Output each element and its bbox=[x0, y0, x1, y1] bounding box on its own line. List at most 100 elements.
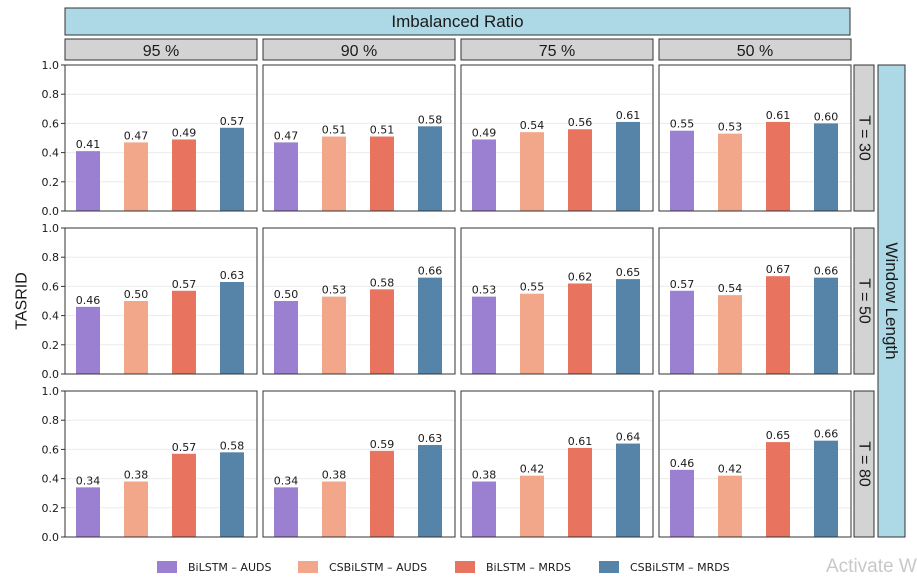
bar bbox=[766, 276, 790, 374]
y-tick-label: 0.2 bbox=[42, 339, 60, 352]
data-label: 0.64 bbox=[616, 431, 641, 444]
row-strip-title: Window Length bbox=[882, 242, 901, 359]
chart-title: Imbalanced Ratio bbox=[391, 12, 523, 31]
column-label: 90 % bbox=[341, 43, 377, 60]
y-tick-label: 0.2 bbox=[42, 502, 60, 515]
bar bbox=[274, 487, 298, 537]
y-tick-label: 0.0 bbox=[42, 368, 60, 381]
bar bbox=[718, 475, 742, 537]
data-label: 0.61 bbox=[766, 109, 791, 122]
y-tick-label: 0.6 bbox=[42, 443, 60, 456]
data-label: 0.49 bbox=[472, 126, 497, 139]
bar bbox=[322, 296, 346, 374]
bar bbox=[568, 283, 592, 374]
bar bbox=[172, 290, 196, 374]
bar bbox=[172, 453, 196, 537]
bar bbox=[766, 121, 790, 211]
bar bbox=[418, 277, 442, 374]
y-tick-label: 0.8 bbox=[42, 414, 60, 427]
bar bbox=[616, 121, 640, 211]
column-label: 75 % bbox=[539, 43, 575, 60]
bar bbox=[670, 469, 694, 537]
panel-border bbox=[460, 64, 654, 212]
row-strip bbox=[853, 390, 875, 538]
bar bbox=[370, 136, 394, 211]
bar bbox=[322, 481, 346, 537]
data-label: 0.63 bbox=[220, 269, 245, 282]
column-label: 95 % bbox=[143, 43, 179, 60]
legend-label: BiLSTM – MRDS bbox=[486, 561, 571, 574]
bar bbox=[766, 442, 790, 537]
bar bbox=[472, 296, 496, 374]
panel-border bbox=[262, 227, 456, 375]
bar bbox=[124, 142, 148, 211]
bar bbox=[520, 132, 544, 211]
data-label: 0.50 bbox=[124, 288, 149, 301]
row-strip bbox=[853, 227, 875, 375]
data-label: 0.55 bbox=[670, 118, 695, 131]
bar bbox=[718, 133, 742, 211]
panel-border bbox=[64, 227, 258, 375]
bar bbox=[172, 139, 196, 211]
data-label: 0.58 bbox=[370, 276, 395, 289]
bar bbox=[520, 475, 544, 537]
data-label: 0.62 bbox=[568, 270, 593, 283]
panel-border bbox=[64, 390, 258, 538]
legend-label: BiLSTM – AUDS bbox=[188, 561, 271, 574]
data-label: 0.47 bbox=[274, 129, 299, 142]
row-strip bbox=[853, 64, 875, 212]
y-tick-label: 0.4 bbox=[42, 473, 60, 486]
data-label: 0.57 bbox=[670, 278, 695, 291]
y-tick-label: 0.6 bbox=[42, 117, 60, 130]
data-label: 0.34 bbox=[76, 474, 101, 487]
bar bbox=[718, 295, 742, 374]
bar bbox=[76, 306, 100, 374]
bar bbox=[418, 126, 442, 211]
data-label: 0.47 bbox=[124, 129, 149, 142]
bar bbox=[370, 450, 394, 537]
data-label: 0.50 bbox=[274, 288, 299, 301]
data-label: 0.41 bbox=[76, 138, 101, 151]
bar bbox=[472, 139, 496, 211]
data-label: 0.57 bbox=[172, 278, 197, 291]
bar bbox=[274, 142, 298, 211]
bar bbox=[814, 440, 838, 537]
data-label: 0.42 bbox=[520, 463, 545, 476]
bar bbox=[220, 452, 244, 537]
panel-border bbox=[262, 64, 456, 212]
data-label: 0.66 bbox=[418, 265, 443, 278]
bar bbox=[814, 123, 838, 211]
y-tick-label: 0.4 bbox=[42, 147, 60, 160]
data-label: 0.59 bbox=[370, 438, 395, 451]
panel-border bbox=[262, 390, 456, 538]
data-label: 0.38 bbox=[124, 469, 149, 482]
data-label: 0.42 bbox=[718, 463, 743, 476]
y-axis-title: TASRID bbox=[14, 272, 31, 329]
column-strip bbox=[64, 38, 258, 61]
panel-border bbox=[658, 64, 852, 212]
data-label: 0.54 bbox=[718, 282, 743, 295]
y-tick-label: 0.4 bbox=[42, 310, 60, 323]
data-label: 0.58 bbox=[418, 113, 443, 126]
y-tick-label: 0.0 bbox=[42, 205, 60, 218]
panel-border bbox=[460, 227, 654, 375]
y-tick-label: 1.0 bbox=[42, 222, 60, 235]
legend-swatch bbox=[298, 561, 318, 573]
bar bbox=[568, 447, 592, 537]
data-label: 0.34 bbox=[274, 474, 299, 487]
data-label: 0.66 bbox=[814, 265, 839, 278]
data-label: 0.54 bbox=[520, 119, 545, 132]
legend-label: CSBiLSTM – AUDS bbox=[329, 561, 427, 574]
activate-watermark: Activate W bbox=[826, 556, 917, 577]
y-tick-label: 0.0 bbox=[42, 531, 60, 544]
bar bbox=[616, 443, 640, 537]
y-tick-label: 0.2 bbox=[42, 176, 60, 189]
data-label: 0.46 bbox=[76, 294, 101, 307]
bar bbox=[220, 127, 244, 211]
data-label: 0.53 bbox=[322, 284, 347, 297]
y-tick-label: 1.0 bbox=[42, 385, 60, 398]
top-strip bbox=[64, 7, 851, 36]
column-strip bbox=[460, 38, 654, 61]
bar bbox=[520, 293, 544, 374]
panel-border bbox=[460, 390, 654, 538]
